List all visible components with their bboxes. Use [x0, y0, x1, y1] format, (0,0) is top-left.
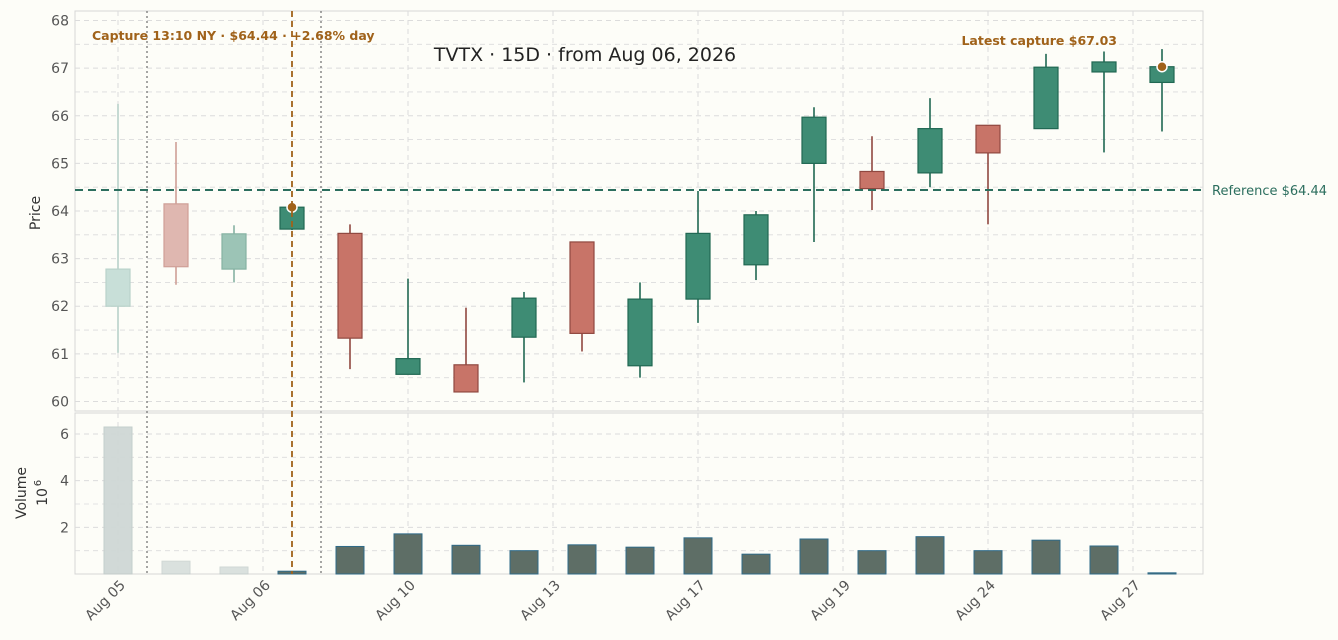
volume-bar — [973, 550, 1003, 575]
volume-bar — [103, 426, 133, 575]
candle-body — [917, 128, 943, 174]
candle-body — [801, 116, 827, 164]
reference-label: Reference $64.44 — [1212, 184, 1327, 199]
volume-bar — [567, 544, 597, 575]
price-tick-label: 66 — [51, 109, 69, 125]
price-tick-label: 61 — [51, 347, 69, 363]
price-axis-label: Price — [28, 196, 44, 230]
candle-body — [743, 214, 769, 266]
volume-bar — [161, 560, 191, 575]
volume-panel: 2 4 6 — [60, 412, 1204, 575]
volume-bar — [915, 536, 945, 575]
volume-bar — [451, 544, 481, 575]
candle-body — [163, 203, 189, 268]
volume-bar — [393, 533, 423, 575]
candle-body — [569, 241, 595, 334]
price-tick-label: 67 — [51, 61, 69, 77]
svg-text:10: 10 — [35, 488, 51, 506]
candle-body — [511, 297, 537, 338]
volume-bar — [1031, 539, 1061, 575]
volume-tick-label: 2 — [60, 520, 69, 536]
candle-body — [1033, 66, 1059, 130]
candle-body — [975, 124, 1001, 154]
price-tick-label: 65 — [51, 156, 69, 172]
volume-tick-label: 4 — [60, 474, 69, 490]
candle-body — [627, 298, 653, 367]
price-tick-label: 62 — [51, 299, 69, 315]
volume-bar — [625, 546, 655, 575]
candle-body — [337, 232, 363, 339]
capture-label: Capture 13:10 NY · $64.44 · +2.68% day — [92, 28, 375, 43]
candle-body — [453, 364, 479, 393]
latest-marker — [1156, 60, 1168, 73]
candle-body — [395, 358, 421, 375]
volume-bar — [799, 538, 829, 575]
chart-title: TVTX · 15D · from Aug 06, 2026 — [433, 44, 736, 66]
volume-axis-label: Volume — [14, 467, 30, 519]
volume-bar — [335, 545, 365, 575]
price-tick-label: 63 — [51, 252, 69, 268]
candle-body — [859, 170, 885, 190]
volume-exponent-value: 6 — [33, 480, 44, 486]
volume-bar — [219, 566, 249, 575]
volume-bar — [741, 553, 771, 575]
candle-body — [221, 233, 247, 270]
price-panel: 60 61 62 63 64 65 66 67 68 — [51, 10, 1204, 412]
price-tick-label: 68 — [51, 14, 69, 30]
volume-bar — [1147, 572, 1177, 575]
volume-bar — [683, 537, 713, 575]
candle-body — [685, 232, 711, 300]
volume-tick-label: 6 — [60, 427, 69, 443]
volume-bar — [509, 550, 539, 575]
volume-exponent: 10 6 — [33, 480, 51, 506]
candle-body — [105, 268, 131, 307]
volume-bar — [857, 550, 887, 575]
candle-body — [1091, 61, 1117, 73]
volume-bar — [1089, 545, 1119, 575]
price-tick-label: 60 — [51, 394, 69, 410]
latest-label: Latest capture $67.03 — [961, 33, 1117, 48]
price-tick-label: 64 — [51, 204, 69, 220]
